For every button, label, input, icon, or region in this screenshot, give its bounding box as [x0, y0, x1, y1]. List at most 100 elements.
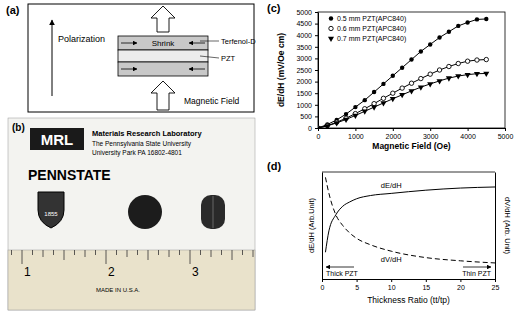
leader-line — [200, 41, 219, 42]
tick-label: 1000 — [348, 133, 364, 140]
data-point — [343, 118, 349, 123]
legend-label: 0.6 mm PZT(APC840) — [337, 25, 406, 33]
tick: 1000 — [348, 128, 364, 140]
data-point — [455, 74, 461, 79]
data-point — [419, 76, 423, 80]
shield — [38, 192, 64, 228]
series-line — [325, 177, 495, 263]
polarization-label: Polarization — [58, 34, 105, 44]
frame — [28, 4, 254, 112]
tick-label: 2000 — [386, 133, 402, 140]
axis-title: dV/dH (Arb. Unit) — [503, 197, 512, 255]
data-point — [419, 49, 423, 53]
annotation: Thin PZT — [462, 270, 492, 277]
tick: 500 — [300, 113, 318, 120]
data-point — [371, 105, 377, 110]
panel-d: (d)0510152025Thickness Ratio (tt/tp)dE/d… — [267, 160, 512, 305]
tick-label: 5000 — [498, 133, 514, 140]
data-point — [381, 96, 385, 100]
data-point — [484, 17, 488, 21]
ruler-tick — [211, 250, 212, 257]
tick-mark — [315, 128, 318, 129]
ruler-tick — [11, 250, 12, 255]
series-line — [318, 19, 486, 128]
series-line — [318, 73, 486, 128]
tick-mark — [315, 35, 318, 36]
tick-label: 0 — [308, 125, 312, 132]
tick: 3500 — [296, 44, 318, 51]
logo-box — [30, 128, 84, 150]
data-point — [437, 68, 441, 72]
layer-label: PZT — [221, 54, 236, 63]
ruler-tick — [137, 250, 138, 255]
data-point — [437, 35, 441, 39]
plot-frame — [322, 172, 495, 173]
ruler-tick — [64, 250, 65, 260]
data-point — [324, 124, 330, 128]
ruler-tick — [200, 250, 201, 255]
data-point — [390, 97, 396, 102]
tick-mark — [357, 279, 358, 282]
tick-mark — [393, 128, 394, 131]
ruler-tick — [179, 250, 180, 255]
tick-label: 4000 — [296, 32, 312, 39]
data-point — [447, 64, 451, 68]
ruler-number: 2 — [108, 265, 115, 279]
axis: 0500100015002000250030003500400045005000 — [296, 9, 318, 132]
ruler-tick — [85, 250, 86, 257]
plot-area — [325, 177, 495, 263]
data-point — [474, 72, 480, 77]
tick: 2000 — [296, 78, 318, 85]
data-point — [484, 57, 488, 61]
axis — [495, 173, 496, 280]
tick-label: 4000 — [460, 133, 476, 140]
tick: 5 — [355, 279, 359, 291]
ruler-tick — [221, 250, 222, 255]
data-point — [428, 72, 432, 76]
figure: (a)PolarizationShrinkTerfenol-DPZTMagnet… — [0, 0, 520, 314]
data-point — [318, 126, 321, 128]
ruler-tick — [148, 250, 149, 260]
tick: 1000 — [296, 102, 318, 109]
annotation: Thick PZT — [326, 270, 359, 277]
tick: 4500 — [296, 20, 318, 27]
tick-label: 2500 — [296, 67, 312, 74]
legend-label: 0.5 mm PZT(APC840) — [337, 15, 406, 23]
tick-mark — [430, 128, 431, 131]
tick: 5000 — [498, 128, 514, 140]
tick-label: 10 — [388, 284, 396, 291]
tick-mark — [505, 128, 506, 131]
tick: 10 — [388, 279, 396, 291]
annotation-arrow — [463, 267, 491, 268]
ruler-tick — [242, 250, 243, 255]
tick-label: 15 — [422, 284, 430, 291]
ruler-tick — [53, 250, 54, 255]
tick-mark — [315, 58, 318, 59]
tick: 3000 — [296, 55, 318, 62]
ruler-tick — [95, 250, 96, 255]
tick-mark — [355, 128, 356, 131]
tick-label: 2000 — [296, 78, 312, 85]
tick-mark — [460, 279, 461, 282]
tick: 1500 — [296, 90, 318, 97]
tick: 4000 — [296, 32, 318, 39]
tick-mark — [315, 93, 318, 94]
tick-mark — [315, 12, 318, 13]
tick-label: 25 — [492, 284, 500, 291]
tick: 0 — [321, 279, 325, 291]
sample-layer — [213, 196, 214, 228]
shield-text: 1855 — [44, 211, 58, 217]
plot-frame — [318, 12, 505, 128]
tick: 4000 — [460, 128, 476, 140]
legend-marker — [328, 37, 334, 42]
tick-label: 20 — [457, 284, 465, 291]
data-point — [352, 114, 358, 119]
letterhead-text: The Pennsylvania State University — [92, 140, 192, 148]
tick: 2000 — [386, 128, 402, 140]
panel-b: (b)MRLMaterials Research LaboratoryThe P… — [8, 118, 255, 310]
panel-label: (a) — [6, 4, 20, 16]
tick-label: 500 — [300, 113, 312, 120]
tick-mark — [315, 116, 318, 117]
series-label: dE/dH — [381, 181, 402, 190]
data-point — [334, 121, 340, 126]
